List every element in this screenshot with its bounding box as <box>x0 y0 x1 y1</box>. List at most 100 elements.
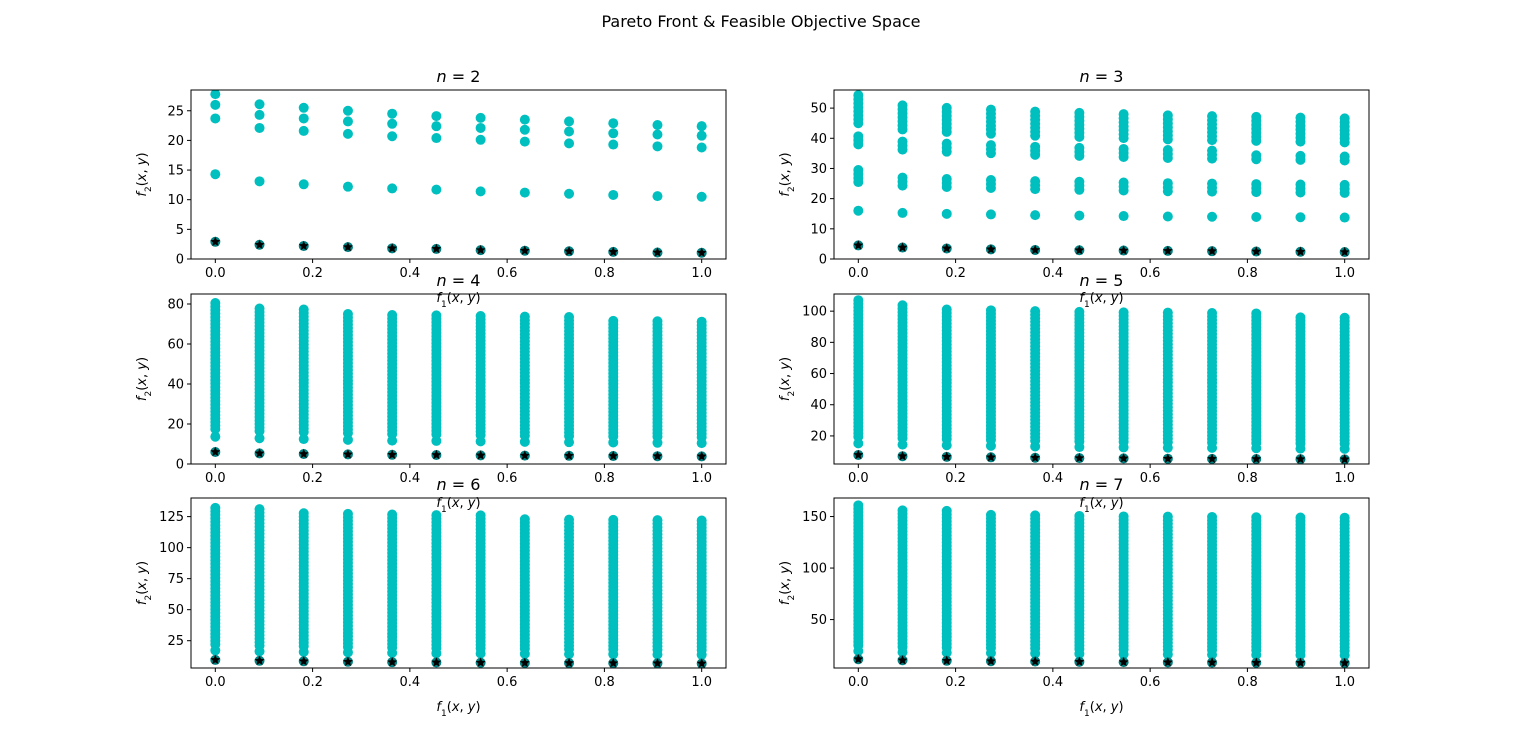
x-tick-label: 0.0 <box>848 471 869 486</box>
feasible-point <box>1251 179 1262 190</box>
feasible-point <box>1162 110 1173 121</box>
feasible-point <box>941 440 952 451</box>
feasible-point <box>985 174 996 185</box>
feasible-point <box>1074 176 1085 187</box>
feasible-point <box>696 649 707 660</box>
y-tick-label: 15 <box>167 164 184 179</box>
pareto-star-marker <box>986 656 996 666</box>
pareto-star-marker <box>1295 246 1306 256</box>
feasible-point <box>608 189 619 200</box>
x-tick-label: 0.0 <box>848 675 869 690</box>
feasible-point <box>1207 442 1218 453</box>
y-tick-label: 20 <box>167 418 184 433</box>
pareto-star-marker <box>254 239 265 249</box>
feasible-point <box>1295 312 1306 323</box>
pareto-star-marker <box>941 655 952 665</box>
feasible-point <box>941 138 952 149</box>
feasible-point <box>1339 212 1350 223</box>
feasible-point <box>1074 306 1085 317</box>
pareto-star-marker <box>343 241 353 252</box>
y-tick-label: 50 <box>167 603 184 618</box>
pareto-star-marker <box>696 658 707 668</box>
feasible-point <box>897 100 908 111</box>
y-tick-label: 50 <box>810 613 827 628</box>
pareto-star-marker <box>431 243 442 254</box>
feasible-point <box>1251 111 1262 122</box>
pareto-star-marker <box>696 247 707 257</box>
feasible-point <box>210 113 221 124</box>
feasible-point <box>254 176 265 187</box>
x-tick-label: 0.2 <box>302 675 323 690</box>
feasible-point <box>1118 109 1129 120</box>
feasible-point <box>608 649 619 660</box>
pareto-star-marker <box>652 451 663 461</box>
y-tick-label: 60 <box>167 338 184 353</box>
feasible-point <box>342 116 353 127</box>
subplot-title: n = 6 <box>437 475 481 494</box>
feasible-point <box>564 138 575 149</box>
pareto-star-marker <box>475 657 486 667</box>
y-tick-label: 10 <box>167 193 184 208</box>
feasible-point <box>387 183 398 194</box>
feasible-point <box>608 139 619 150</box>
feasible-point <box>210 431 221 442</box>
feasible-point <box>1339 650 1350 661</box>
pareto-star-marker <box>519 657 530 668</box>
pareto-star-marker <box>1251 657 1262 667</box>
feasible-point <box>1251 150 1262 161</box>
pareto-star-marker <box>853 240 864 250</box>
feasible-point <box>254 504 265 515</box>
feasible-point <box>210 298 221 308</box>
subplot-title: n = 4 <box>437 271 481 290</box>
feasible-point <box>1030 176 1041 187</box>
feasible-point <box>254 99 265 110</box>
pareto-star-marker <box>1074 656 1085 666</box>
feasible-point <box>897 505 908 516</box>
pareto-star-marker <box>986 244 996 254</box>
feasible-point <box>387 509 398 520</box>
feasible-point <box>652 437 663 448</box>
feasible-point <box>1118 307 1129 318</box>
feasible-point <box>298 179 309 190</box>
feasible-point <box>519 124 530 135</box>
x-tick-label: 0.8 <box>594 266 615 281</box>
feasible-point <box>298 434 309 445</box>
x-tick-label: 0.6 <box>497 675 518 690</box>
feasible-point <box>1074 510 1085 521</box>
feasible-point <box>387 647 398 658</box>
x-tick-label: 0.6 <box>1140 266 1161 281</box>
feasible-point <box>342 508 353 519</box>
feasible-point <box>564 116 575 127</box>
feasible-point <box>897 136 908 147</box>
pareto-star-marker <box>387 243 398 253</box>
feasible-point <box>431 133 442 144</box>
plot-area <box>853 500 1350 668</box>
feasible-point <box>254 109 265 120</box>
x-axis-label: f1(x, y) <box>1079 496 1123 515</box>
pareto-star-marker <box>1118 245 1129 255</box>
feasible-point <box>564 126 575 137</box>
feasible-point <box>1030 441 1041 452</box>
pareto-star-marker <box>608 658 619 668</box>
plot-area <box>210 298 707 462</box>
feasible-point <box>1251 512 1262 523</box>
feasible-point <box>475 186 486 197</box>
feasible-point <box>608 118 619 129</box>
feasible-point <box>1207 178 1218 189</box>
feasible-point <box>210 90 221 100</box>
feasible-point <box>1339 512 1350 523</box>
feasible-point <box>254 122 265 133</box>
feasible-point <box>1295 150 1306 161</box>
feasible-point <box>1074 210 1085 221</box>
x-tick-label: 0.2 <box>302 471 323 486</box>
feasible-point <box>652 316 663 327</box>
plot-area <box>210 90 707 258</box>
y-tick-label: 40 <box>167 378 184 393</box>
subplot-6: 0.0 0.2 0.4 0.6 0.8 1.0 50 100 150 f2(x, y) f1(x, … <box>778 475 1370 719</box>
y-tick-label: 5 <box>176 223 184 238</box>
y-axis-label: f2(x, y) <box>135 357 154 401</box>
feasible-point <box>1118 177 1129 188</box>
x-axis-label: f1(x, y) <box>436 496 480 515</box>
x-tick-label: 0.6 <box>1140 471 1161 486</box>
pareto-star-marker <box>298 656 309 666</box>
